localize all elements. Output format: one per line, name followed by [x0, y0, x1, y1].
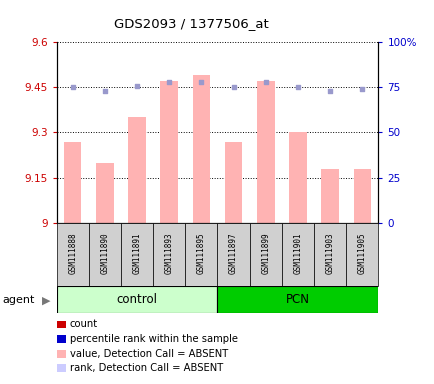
Text: GSM111905: GSM111905 [357, 232, 366, 274]
Text: GSM111895: GSM111895 [197, 232, 205, 274]
Bar [313, 223, 345, 286]
Bar [192, 75, 210, 223]
Point [262, 79, 269, 85]
Bar [353, 169, 370, 223]
Text: GSM111903: GSM111903 [325, 232, 334, 274]
Text: GSM111891: GSM111891 [132, 232, 141, 274]
Point [230, 84, 237, 91]
Bar [64, 141, 81, 223]
Bar [249, 223, 281, 286]
Bar [217, 223, 249, 286]
Bar [281, 223, 313, 286]
Text: GSM111890: GSM111890 [100, 232, 109, 274]
Bar [121, 223, 153, 286]
Point [326, 88, 333, 94]
Text: GDS2093 / 1377506_at: GDS2093 / 1377506_at [114, 17, 268, 30]
Text: count: count [69, 319, 98, 329]
Text: rank, Detection Call = ABSENT: rank, Detection Call = ABSENT [69, 363, 222, 373]
Bar [160, 81, 178, 223]
Text: GSM111897: GSM111897 [229, 232, 237, 274]
Text: GSM111901: GSM111901 [293, 232, 302, 274]
Text: GSM111893: GSM111893 [164, 232, 173, 274]
Text: agent: agent [2, 295, 34, 305]
Point [69, 84, 76, 91]
Bar [321, 169, 338, 223]
Text: percentile rank within the sample: percentile rank within the sample [69, 334, 237, 344]
Text: GSM111899: GSM111899 [261, 232, 270, 274]
Bar [345, 223, 378, 286]
Bar [89, 223, 121, 286]
Point [101, 88, 108, 94]
Bar [224, 141, 242, 223]
Text: ▶: ▶ [41, 295, 50, 305]
Text: GSM111888: GSM111888 [68, 232, 77, 274]
Bar [217, 286, 378, 313]
Bar [128, 118, 145, 223]
Text: PCN: PCN [285, 293, 309, 306]
Bar [185, 223, 217, 286]
Bar [56, 223, 89, 286]
Point [294, 84, 301, 91]
Point [197, 79, 204, 85]
Point [133, 83, 140, 89]
Text: value, Detection Call = ABSENT: value, Detection Call = ABSENT [69, 349, 227, 359]
Bar [56, 286, 217, 313]
Text: control: control [116, 293, 157, 306]
Bar [153, 223, 185, 286]
Bar [256, 81, 274, 223]
Bar [96, 162, 113, 223]
Point [358, 86, 365, 92]
Point [165, 79, 172, 85]
Bar [289, 132, 306, 223]
